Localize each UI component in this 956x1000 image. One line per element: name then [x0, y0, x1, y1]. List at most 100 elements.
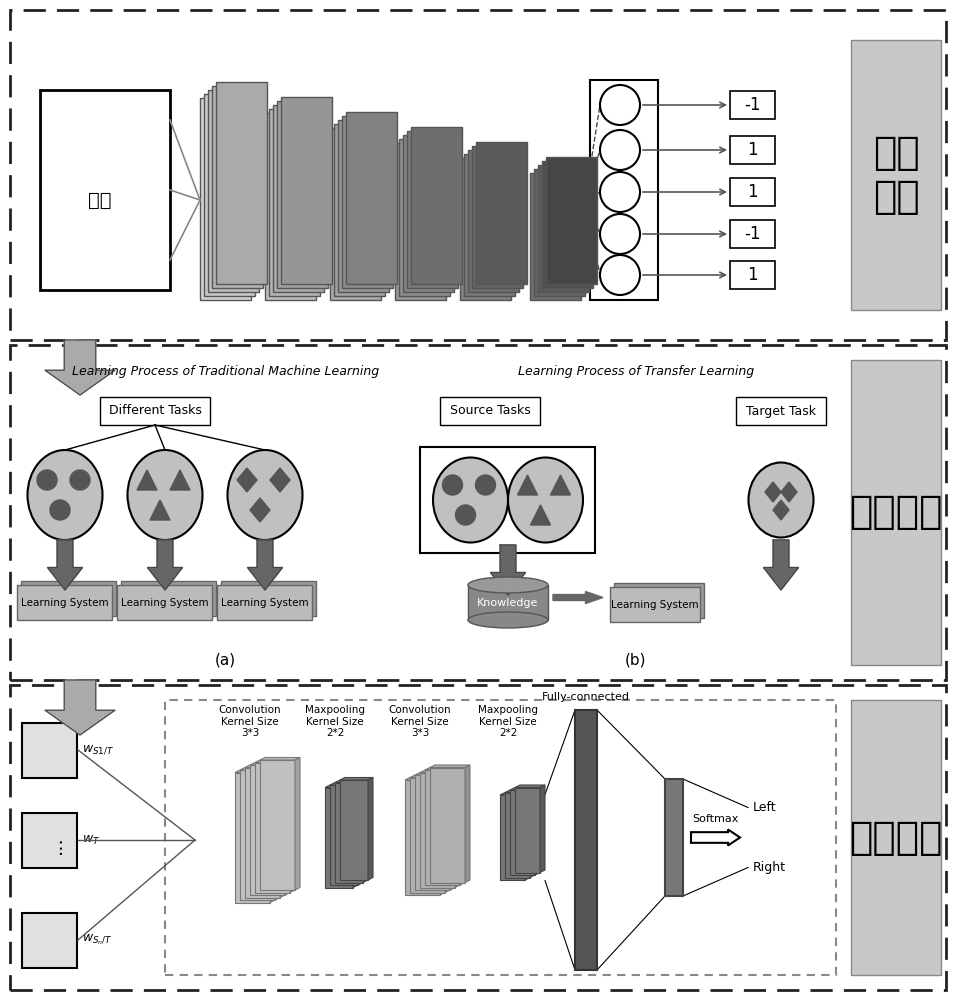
- Bar: [260, 760, 295, 890]
- Text: Learning System: Learning System: [611, 599, 699, 609]
- Circle shape: [70, 470, 90, 490]
- Bar: [730, 220, 775, 248]
- Bar: [411, 127, 462, 284]
- Text: Convolution
Kernel Size
3*3: Convolution Kernel Size 3*3: [389, 705, 451, 738]
- Bar: [505, 792, 530, 878]
- Text: 哈希
搜索: 哈希 搜索: [873, 134, 920, 216]
- Ellipse shape: [127, 450, 203, 540]
- Bar: [325, 788, 353, 888]
- Circle shape: [443, 475, 463, 495]
- Text: 图像: 图像: [88, 190, 112, 210]
- Bar: [269, 109, 320, 296]
- Polygon shape: [353, 785, 358, 888]
- Text: ...: ...: [611, 247, 629, 262]
- Bar: [281, 97, 332, 284]
- Polygon shape: [330, 782, 363, 785]
- Polygon shape: [430, 765, 470, 768]
- Polygon shape: [245, 765, 285, 768]
- Bar: [468, 150, 519, 292]
- Circle shape: [37, 470, 57, 490]
- Circle shape: [50, 500, 70, 520]
- Text: Right: Right: [753, 861, 786, 874]
- Polygon shape: [150, 500, 170, 520]
- Bar: [200, 98, 251, 300]
- Polygon shape: [285, 762, 290, 895]
- Polygon shape: [48, 540, 82, 590]
- Bar: [410, 778, 445, 892]
- Bar: [395, 143, 446, 300]
- Ellipse shape: [228, 450, 302, 540]
- Text: (a): (a): [215, 652, 236, 668]
- Polygon shape: [510, 788, 540, 790]
- Bar: [472, 146, 523, 288]
- Bar: [250, 765, 285, 895]
- Text: 群体决策: 群体决策: [849, 818, 943, 856]
- Text: Target Task: Target Task: [746, 404, 816, 418]
- Bar: [425, 770, 460, 885]
- Polygon shape: [325, 785, 358, 788]
- Polygon shape: [691, 830, 740, 846]
- Polygon shape: [358, 782, 363, 885]
- Polygon shape: [235, 770, 275, 772]
- Text: $w_T$: $w_T$: [82, 833, 100, 847]
- Polygon shape: [450, 772, 455, 890]
- Bar: [441, 397, 540, 425]
- Bar: [538, 165, 589, 292]
- Text: 1: 1: [748, 141, 758, 159]
- Text: Softmax: Softmax: [692, 814, 739, 824]
- Bar: [100, 397, 210, 425]
- Polygon shape: [237, 468, 257, 492]
- Bar: [23, 912, 77, 968]
- Bar: [273, 105, 324, 292]
- Bar: [460, 158, 511, 300]
- Text: Fully-connected: Fully-connected: [542, 692, 630, 702]
- Bar: [23, 812, 77, 867]
- Polygon shape: [240, 768, 280, 770]
- Circle shape: [600, 255, 640, 295]
- Polygon shape: [525, 792, 530, 880]
- Bar: [407, 131, 458, 288]
- Polygon shape: [515, 785, 545, 788]
- Polygon shape: [551, 475, 571, 495]
- Polygon shape: [505, 790, 535, 792]
- Polygon shape: [465, 765, 470, 882]
- Bar: [510, 790, 535, 875]
- Bar: [335, 782, 363, 882]
- Bar: [421, 447, 596, 553]
- Bar: [60, 160, 140, 240]
- Bar: [255, 762, 290, 892]
- Text: Maxpooling
Kernel Size
2*2: Maxpooling Kernel Size 2*2: [478, 705, 538, 738]
- Polygon shape: [535, 788, 540, 875]
- Bar: [218, 585, 313, 620]
- Text: Source Tasks: Source Tasks: [450, 404, 531, 418]
- Bar: [165, 700, 836, 975]
- Polygon shape: [410, 775, 450, 778]
- Polygon shape: [781, 482, 797, 502]
- Ellipse shape: [508, 458, 583, 542]
- Polygon shape: [517, 475, 537, 495]
- Polygon shape: [270, 770, 275, 902]
- Bar: [403, 135, 454, 292]
- Bar: [575, 710, 597, 970]
- Text: (b): (b): [625, 652, 646, 668]
- Bar: [121, 581, 216, 616]
- Polygon shape: [255, 760, 295, 762]
- Polygon shape: [530, 790, 535, 878]
- Bar: [340, 780, 368, 880]
- Bar: [338, 120, 389, 292]
- Text: -1: -1: [745, 96, 761, 114]
- Polygon shape: [147, 540, 183, 590]
- Polygon shape: [405, 778, 445, 780]
- Bar: [851, 40, 941, 310]
- Circle shape: [600, 172, 640, 212]
- Bar: [464, 154, 515, 296]
- Bar: [730, 178, 775, 206]
- Bar: [530, 173, 581, 300]
- Bar: [240, 770, 275, 900]
- Bar: [245, 768, 280, 898]
- Polygon shape: [340, 778, 373, 780]
- Bar: [277, 101, 328, 288]
- Bar: [500, 795, 525, 880]
- Bar: [430, 768, 465, 882]
- Polygon shape: [270, 468, 290, 492]
